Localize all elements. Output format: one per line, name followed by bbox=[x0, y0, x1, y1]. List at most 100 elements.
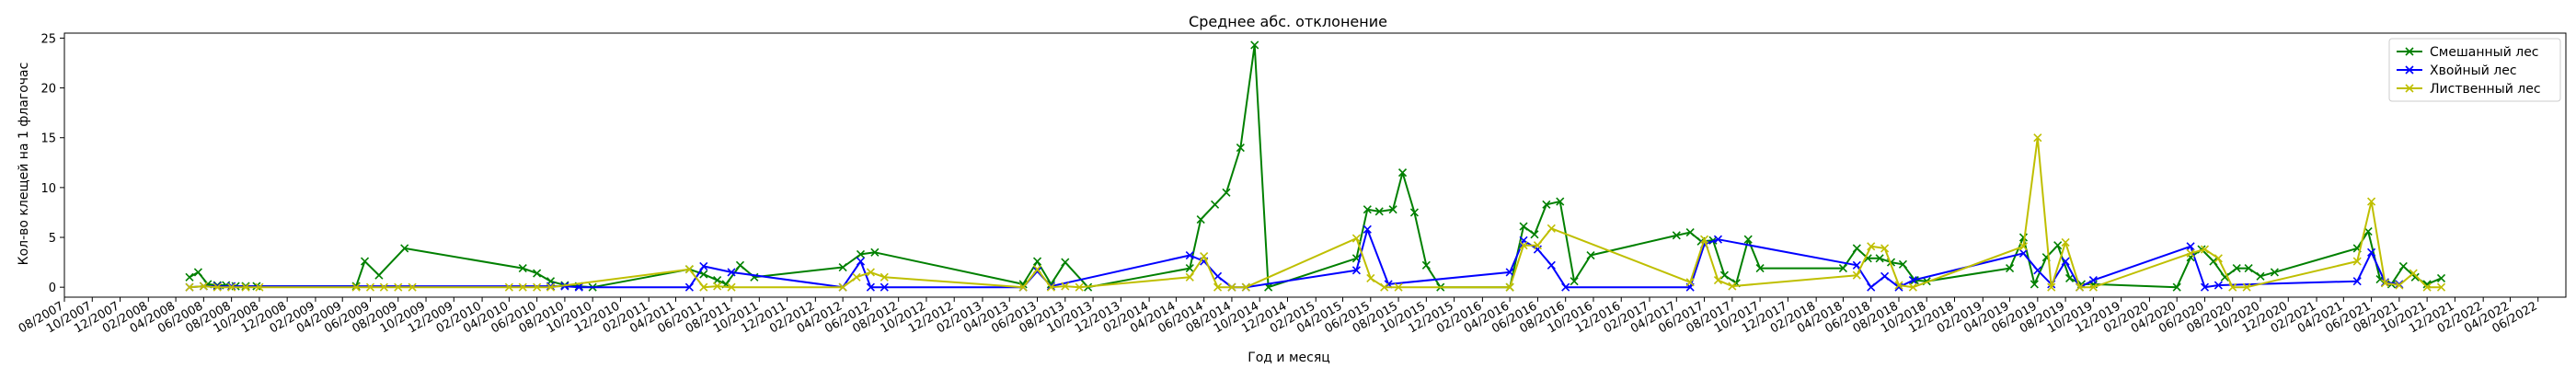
data-point-1-39 bbox=[2033, 266, 2042, 275]
data-point-0-81 bbox=[2209, 257, 2218, 266]
data-point-2-43 bbox=[1713, 276, 1723, 285]
data-point-2-48 bbox=[1894, 281, 1903, 290]
data-point-1-27 bbox=[1533, 245, 1542, 254]
legend-frame bbox=[2388, 38, 2561, 102]
data-point-2-35 bbox=[1380, 282, 1389, 292]
data-point-0-34 bbox=[1211, 200, 1220, 209]
data-point-0-50 bbox=[1542, 200, 1551, 209]
data-point-0-48 bbox=[1519, 222, 1528, 231]
data-point-2-51 bbox=[2033, 133, 2042, 143]
data-point-0-37 bbox=[1250, 40, 1259, 50]
data-point-0-84 bbox=[2244, 264, 2253, 273]
data-point-0-58 bbox=[1719, 270, 1729, 280]
data-point-2-6 bbox=[351, 282, 361, 292]
data-point-2-50 bbox=[2018, 242, 2029, 251]
data-point-2-26 bbox=[1061, 282, 1070, 291]
data-point-0-42 bbox=[1388, 205, 1397, 214]
data-point-1-44 bbox=[2186, 242, 2195, 251]
data-point-2-53 bbox=[2061, 237, 2070, 247]
data-point-2-54 bbox=[2075, 282, 2085, 292]
data-point-2-1 bbox=[199, 282, 208, 291]
data-point-1-12 bbox=[866, 282, 875, 292]
data-point-2-31 bbox=[1227, 282, 1236, 292]
data-point-0-60 bbox=[1743, 235, 1753, 244]
data-point-0-70 bbox=[2005, 264, 2015, 273]
data-point-1-13 bbox=[880, 282, 889, 292]
data-point-0-9 bbox=[360, 257, 370, 266]
y-tick-label-3: 15 bbox=[40, 132, 56, 146]
data-point-2-4 bbox=[241, 282, 250, 292]
data-point-2-20 bbox=[852, 272, 861, 282]
y-tick-label-1: 5 bbox=[49, 232, 56, 246]
data-point-2-40 bbox=[1547, 224, 1556, 233]
data-point-2-59 bbox=[2228, 282, 2237, 292]
data-point-0-86 bbox=[2270, 268, 2279, 277]
data-point-2-7 bbox=[365, 282, 375, 292]
data-point-2-0 bbox=[185, 282, 194, 292]
data-point-1-7 bbox=[684, 282, 694, 292]
data-point-2-60 bbox=[2242, 282, 2251, 292]
data-point-2-30 bbox=[1213, 282, 1223, 292]
axes: 051015202508/200710/200712/200702/200804… bbox=[17, 32, 2567, 336]
data-point-0-44 bbox=[1409, 208, 1420, 217]
data-point-2-33 bbox=[1351, 234, 1361, 243]
data-point-1-35 bbox=[1880, 271, 1890, 281]
data-point-2-2 bbox=[213, 282, 222, 292]
data-point-0-28 bbox=[1032, 257, 1042, 266]
data-point-0-53 bbox=[1586, 250, 1595, 260]
data-point-0-54 bbox=[1672, 231, 1681, 240]
data-point-0-1 bbox=[193, 268, 202, 277]
series-line-0 bbox=[189, 44, 2442, 289]
data-point-0-91 bbox=[2398, 261, 2408, 270]
data-point-2-65 bbox=[2409, 269, 2418, 278]
data-point-0-67 bbox=[1898, 259, 1907, 269]
data-point-2-13 bbox=[533, 282, 542, 292]
data-point-2-41 bbox=[1685, 278, 1695, 287]
data-point-1-32 bbox=[1713, 235, 1723, 244]
plot-frame bbox=[63, 32, 2567, 298]
series-line-2 bbox=[189, 136, 2442, 289]
data-point-0-49 bbox=[1530, 230, 1539, 239]
chart-title: Среднее абс. отклонение bbox=[1189, 13, 1387, 30]
data-point-2-3 bbox=[227, 282, 236, 292]
data-point-2-57 bbox=[2200, 245, 2210, 254]
data-point-2-52 bbox=[2047, 282, 2056, 292]
y-tick-label-0: 0 bbox=[49, 282, 56, 295]
data-point-1-46 bbox=[2214, 281, 2223, 290]
data-point-2-17 bbox=[713, 282, 722, 291]
data-point-1-34 bbox=[1867, 282, 1876, 292]
data-point-2-42 bbox=[1699, 235, 1709, 244]
data-point-2-67 bbox=[2436, 282, 2446, 292]
data-point-2-47 bbox=[1880, 244, 1890, 253]
data-point-2-9 bbox=[394, 282, 403, 292]
legend: Смешанный лес Хвойный лес Лиственный лес bbox=[2388, 38, 2561, 102]
data-point-0-26 bbox=[870, 247, 880, 257]
y-tick-label-2: 10 bbox=[40, 182, 56, 196]
y-axis-title: Кол-во клещей на 1 флагочас bbox=[17, 63, 31, 266]
data-point-1-41 bbox=[2061, 257, 2070, 266]
data-point-0-35 bbox=[1222, 188, 1231, 197]
data-point-0-13 bbox=[533, 269, 542, 278]
data-point-2-18 bbox=[727, 282, 736, 292]
data-point-2-28 bbox=[1185, 272, 1194, 282]
x-axis-title: Год и месяц bbox=[1248, 351, 1330, 365]
data-point-0-24 bbox=[838, 262, 847, 272]
data-point-0-55 bbox=[1685, 228, 1695, 237]
data-point-0-10 bbox=[374, 270, 384, 280]
data-point-0-32 bbox=[1185, 264, 1194, 273]
data-point-2-58 bbox=[2214, 254, 2223, 263]
data-point-1-43 bbox=[2088, 276, 2098, 285]
data-point-0-63 bbox=[1852, 244, 1861, 253]
data-point-2-63 bbox=[2380, 279, 2390, 288]
data-point-0-45 bbox=[1421, 260, 1431, 270]
data-point-2-45 bbox=[1852, 270, 1861, 280]
data-point-1-28 bbox=[1547, 260, 1556, 270]
data-point-0-22 bbox=[735, 260, 745, 270]
data-point-2-5 bbox=[255, 282, 264, 292]
data-point-0-19 bbox=[699, 270, 708, 279]
data-point-0-0 bbox=[185, 272, 194, 282]
data-point-2-15 bbox=[684, 265, 694, 274]
data-point-2-23 bbox=[1018, 282, 1028, 292]
data-point-2-8 bbox=[379, 282, 388, 292]
